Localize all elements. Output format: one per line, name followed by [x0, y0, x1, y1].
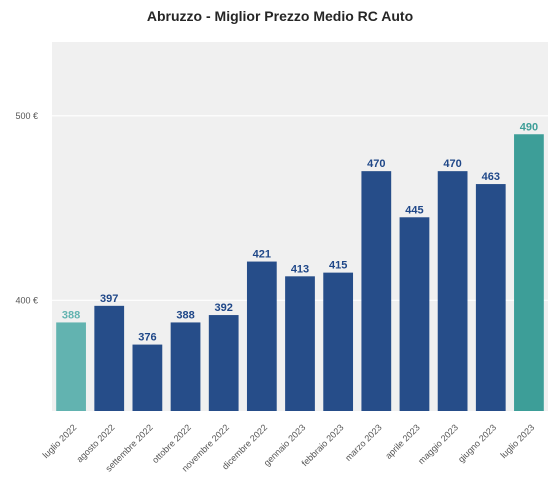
bar-value-label: 388: [62, 309, 80, 321]
x-tick-label: maggio 2023: [416, 422, 460, 466]
x-tick-label: luglio 2023: [498, 422, 536, 460]
bar-value-label: 470: [443, 158, 461, 170]
bar: [56, 322, 86, 411]
bar: [208, 315, 239, 411]
bar-value-label: 445: [405, 204, 423, 216]
bar-value-label: 415: [329, 260, 347, 272]
x-tick-label: agosto 2022: [75, 422, 117, 464]
x-tick-label: luglio 2022: [41, 422, 79, 460]
bar: [514, 134, 544, 411]
bar-value-label: 376: [138, 332, 156, 344]
bar: [323, 272, 354, 411]
x-tick-label: aprile 2023: [383, 422, 422, 461]
y-axis: 400 € 500 €: [15, 111, 38, 305]
bar-value-label: 388: [176, 309, 194, 321]
bar-value-label: 397: [100, 293, 118, 305]
bar: [475, 184, 506, 411]
x-tick-label: giugno 2023: [456, 422, 498, 464]
bar-value-label: 392: [215, 302, 233, 314]
bar: [399, 217, 430, 411]
y-tick-label: 500 €: [15, 111, 38, 121]
y-tick-label: 400 €: [15, 295, 38, 305]
bar-value-label: 421: [253, 249, 271, 261]
bar-labels: 388 397 376 388 392 421 413 415 470 445 470 463 490: [62, 121, 538, 343]
bar: [437, 171, 468, 411]
bar: [94, 305, 125, 411]
bar: [285, 276, 315, 411]
chart-title: Abruzzo - Miglior Prezzo Medio RC Auto: [146, 8, 414, 24]
bar: [361, 171, 392, 411]
x-tick-label: marzo 2023: [343, 422, 384, 463]
bar: [170, 322, 201, 411]
bar: [246, 261, 277, 411]
bar: [132, 344, 163, 411]
bars: [56, 134, 544, 411]
bar-value-label: 413: [291, 263, 309, 275]
bar-value-label: 463: [482, 171, 500, 183]
bar-value-label: 490: [520, 121, 538, 133]
bar-value-label: 470: [367, 158, 385, 170]
